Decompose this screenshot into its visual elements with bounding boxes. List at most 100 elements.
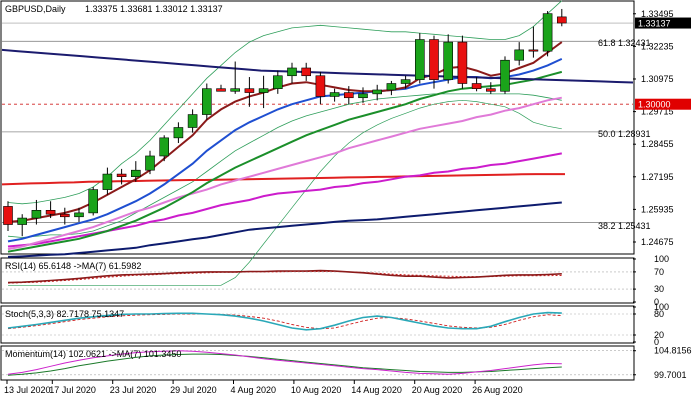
candle-body <box>272 75 283 89</box>
current-price-tag <box>635 17 691 29</box>
candle-body <box>187 114 198 128</box>
price-tick-label: 1.28455 <box>641 139 674 149</box>
candle-body <box>301 67 312 77</box>
candle-body <box>116 173 127 177</box>
ohlc-readout: 1.33375 1.33681 1.33012 1.33137 <box>85 4 223 14</box>
rsi-label: RSI(14) 65.6148 ->MA(7) 61.5982 <box>5 261 141 271</box>
momentum-tick-label: 104.8156 <box>654 346 692 356</box>
candle-body <box>31 210 42 219</box>
candle-body <box>88 189 98 214</box>
candle-body <box>102 173 113 190</box>
level-price-tag <box>635 98 691 110</box>
candle-body <box>287 67 297 77</box>
price-tick-label: 1.29715 <box>641 107 674 117</box>
series-ma-red <box>1 173 565 186</box>
price-tick-label: 1.30975 <box>641 74 674 84</box>
date-tick-label: 20 Aug 2020 <box>412 385 463 395</box>
series-resistance <box>1 48 634 84</box>
fib-382-label: 38.2 1.25431 <box>598 221 651 231</box>
candle-body <box>258 88 269 93</box>
series-ma-navy <box>7 201 562 258</box>
rsi-tick-label: 100 <box>654 254 669 264</box>
candle-body <box>414 39 425 80</box>
candle-body <box>343 92 354 99</box>
candle-body <box>542 13 553 52</box>
candle-body <box>159 137 169 157</box>
candles-group <box>3 8 567 237</box>
candle-body <box>471 83 482 89</box>
current-price-value: 1.33137 <box>638 19 671 29</box>
series-ma-dark-red <box>7 41 563 223</box>
stoch-d-line <box>7 313 562 330</box>
date-tick-label: 17 Jul 2020 <box>49 385 96 395</box>
axis-labels-group: 1.33495 1.32235 1.30975 1.29715 1.28455 1.271… <box>4 9 692 395</box>
date-tick-label: 13 Jul 2020 <box>4 385 51 395</box>
candle-body <box>443 41 454 80</box>
candle-body <box>386 83 397 91</box>
price-tick-label: 1.33495 <box>641 9 674 19</box>
candle-body <box>556 16 567 24</box>
rsi-tick-label: 30 <box>654 284 664 294</box>
candle-body <box>372 89 383 95</box>
rsi-panel <box>0 257 635 304</box>
price-tick-label: 1.27195 <box>641 172 674 182</box>
stoch-tick-label: 20 <box>654 330 664 340</box>
candle-body <box>230 88 240 92</box>
date-tick-label: 4 Aug 2020 <box>231 385 277 395</box>
date-tick-label: 10 Aug 2020 <box>291 385 342 395</box>
candle-body <box>145 155 155 171</box>
candle-body <box>329 92 340 97</box>
stoch-tick-label: 0 <box>654 337 659 347</box>
price-series-group <box>1 0 634 286</box>
candle-body <box>244 88 255 93</box>
momentum-line <box>7 350 562 375</box>
price-panel <box>0 0 635 255</box>
momentum-tick-label: 99.7001 <box>654 370 687 380</box>
candle-body <box>485 88 496 92</box>
date-tick-label: 29 Jul 2020 <box>170 385 217 395</box>
candle-body <box>358 93 368 99</box>
rsi-tick-label: 0 <box>654 297 659 307</box>
symbol-label: GBPUSD,Daily <box>5 4 66 14</box>
series-ma-green <box>7 70 563 253</box>
fib-50-label: 50.0 1.28931 <box>598 129 651 139</box>
stoch-tick-label: 80 <box>654 309 664 319</box>
stoch-tick-label: 100 <box>654 302 669 312</box>
date-tick-label: 23 Jul 2020 <box>110 385 157 395</box>
candle-body <box>429 39 439 80</box>
candle-body <box>3 206 13 225</box>
candle-body <box>400 79 411 84</box>
indicator-series-group <box>2 269 633 376</box>
level-price-value: 1.30000 <box>638 100 671 110</box>
fib-618-label: 61.8 1.32431 <box>598 38 651 48</box>
candle-body <box>131 169 141 177</box>
momentum-panel <box>0 345 635 381</box>
candle-body <box>457 41 468 84</box>
series-bb-long <box>8 99 562 286</box>
candle-body <box>500 59 510 92</box>
candle-body <box>17 217 28 225</box>
stoch-panel <box>0 305 635 344</box>
candle-body <box>514 49 525 61</box>
date-tick-label: 14 Aug 2020 <box>351 385 402 395</box>
candle-body <box>173 127 184 139</box>
rsi-tick-label: 70 <box>654 267 664 277</box>
candle-body <box>59 213 70 218</box>
candle-body <box>315 75 326 97</box>
candle-body <box>45 210 56 215</box>
date-tick-label: 26 Aug 2020 <box>472 385 523 395</box>
price-tick-label: 1.24675 <box>641 237 674 247</box>
price-tick-label: 1.25935 <box>641 204 674 214</box>
momentum-label: Momentum(14) 102.0621 ->MA(7) 101.3450 <box>5 349 181 359</box>
stoch-label: Stoch(5,3,3) 82.7178 75.1347 <box>5 309 124 319</box>
candle-body <box>74 212 84 218</box>
price-tick-label: 1.32235 <box>641 41 674 51</box>
stoch-k-line <box>7 311 562 331</box>
candle-body <box>528 49 539 52</box>
series-bb-lower <box>7 93 562 238</box>
rsi-line <box>7 269 562 284</box>
candle-body <box>216 88 226 92</box>
candle-body <box>202 88 212 115</box>
